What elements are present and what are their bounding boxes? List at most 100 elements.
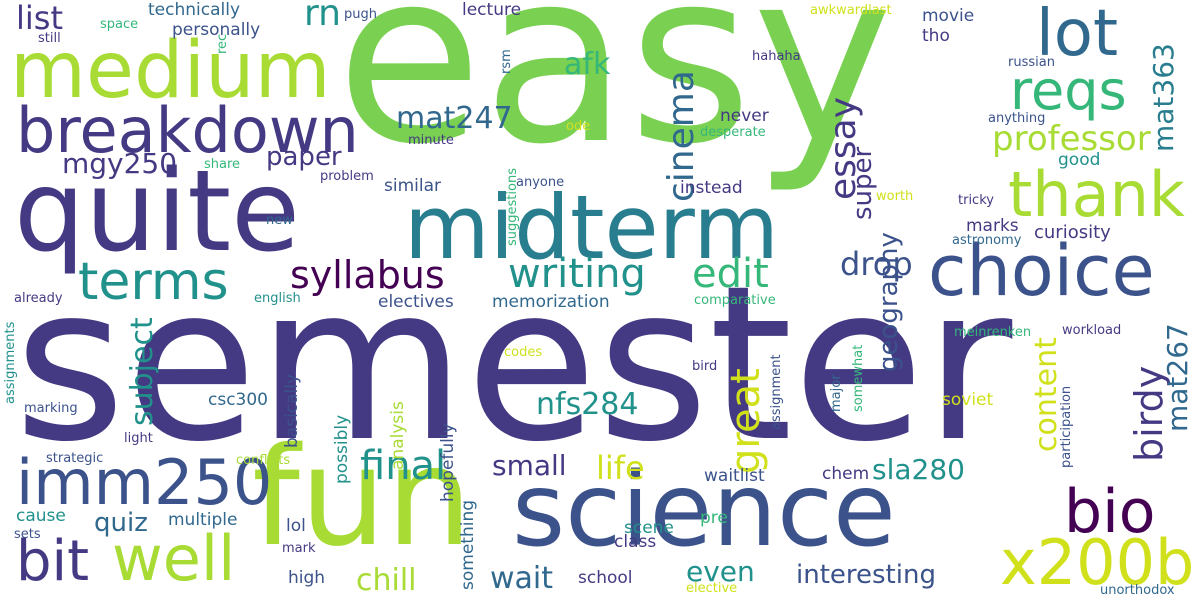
word: ode xyxy=(566,119,591,134)
word: multiple xyxy=(168,510,238,530)
word: russian xyxy=(1008,55,1055,70)
word: soviet xyxy=(942,390,994,410)
word: science xyxy=(512,451,896,570)
word: problem xyxy=(320,169,374,184)
word: english xyxy=(254,291,301,306)
word: electives xyxy=(378,292,454,312)
word: school xyxy=(578,568,633,588)
word: curiosity xyxy=(1034,222,1111,243)
word: subject xyxy=(125,317,160,426)
word: even xyxy=(686,555,755,588)
word: wait xyxy=(490,561,554,596)
word: rn xyxy=(304,0,341,34)
word: easy xyxy=(336,0,894,197)
word: share xyxy=(204,157,241,172)
word: possibly xyxy=(332,414,352,484)
word: waitlist xyxy=(704,466,765,486)
word: worth xyxy=(876,189,914,204)
word: hahaha xyxy=(752,49,801,64)
word: csc300 xyxy=(208,390,268,410)
word: edit xyxy=(692,251,769,297)
word: similar xyxy=(384,176,441,196)
word: space xyxy=(100,17,139,32)
word: quite xyxy=(14,147,301,277)
word: instead xyxy=(680,178,743,198)
word: midterm xyxy=(404,176,780,279)
word: interesting xyxy=(796,560,936,590)
word: breakdown xyxy=(16,94,359,167)
word: unorthodox xyxy=(1100,583,1175,598)
word: marks xyxy=(966,216,1019,236)
word: personally xyxy=(172,20,261,40)
word: pre xyxy=(700,508,728,528)
word: thank xyxy=(1008,158,1185,231)
word: chem xyxy=(822,464,870,484)
word: syllabus xyxy=(290,253,445,297)
word: elective xyxy=(686,581,738,596)
word: codes xyxy=(504,345,543,360)
word: geography xyxy=(874,232,904,372)
word: scene xyxy=(624,518,674,538)
word: still xyxy=(38,31,61,46)
word: already xyxy=(14,291,63,306)
word: technically xyxy=(148,0,241,20)
word: conflicts xyxy=(236,453,291,468)
word: bird xyxy=(692,359,718,374)
word: cause xyxy=(16,506,66,526)
word: sla280 xyxy=(872,453,965,486)
word: participation xyxy=(1059,385,1074,468)
word: lol xyxy=(286,516,306,536)
word: list xyxy=(16,0,63,37)
word: terms xyxy=(78,252,229,312)
word: strategic xyxy=(46,451,104,466)
word: mat363 xyxy=(1147,43,1180,152)
word: awkwardlast xyxy=(810,3,892,18)
word: major xyxy=(829,374,844,412)
word: basically xyxy=(282,373,302,448)
word: afk xyxy=(564,47,611,82)
word: tho xyxy=(922,26,950,46)
word: small xyxy=(492,449,567,482)
word: lot xyxy=(1036,0,1119,71)
word: somewhat xyxy=(851,344,866,412)
word: good xyxy=(1058,150,1101,170)
word: something xyxy=(458,499,478,590)
word: mat247 xyxy=(396,101,513,136)
word: great xyxy=(723,368,769,474)
word: mat267 xyxy=(1161,323,1194,432)
word: imm250 xyxy=(16,446,273,519)
word: new xyxy=(266,213,293,228)
word: super xyxy=(848,146,878,220)
word: quiz xyxy=(94,508,148,538)
word: astronomy xyxy=(952,233,1022,248)
word: assignments xyxy=(3,321,18,404)
word: comparative xyxy=(694,293,776,308)
word: sets xyxy=(14,527,41,542)
word: final xyxy=(360,443,447,489)
word: content xyxy=(1029,337,1064,452)
word: meinrenken xyxy=(954,325,1032,340)
word: desperate xyxy=(700,125,766,140)
word: minute xyxy=(408,133,454,148)
word: professor xyxy=(992,119,1151,159)
word: light xyxy=(124,431,153,446)
word: movie xyxy=(922,6,975,26)
word: well xyxy=(112,522,236,595)
word: tricky xyxy=(958,193,994,208)
word: semester xyxy=(14,240,1013,489)
word: mark xyxy=(282,541,316,556)
word: analysis xyxy=(388,401,408,470)
word: anything xyxy=(988,111,1046,126)
word: mgy250 xyxy=(62,147,178,180)
word: rsm xyxy=(499,49,514,74)
word: anyone xyxy=(516,175,565,190)
word: choice xyxy=(928,230,1155,312)
word: workload xyxy=(1062,323,1122,338)
word: fun xyxy=(252,419,473,577)
word: lecture xyxy=(462,0,522,20)
word: bio xyxy=(1064,477,1156,547)
word: class xyxy=(614,532,657,552)
word: never xyxy=(720,106,769,126)
word: chill xyxy=(356,563,417,598)
